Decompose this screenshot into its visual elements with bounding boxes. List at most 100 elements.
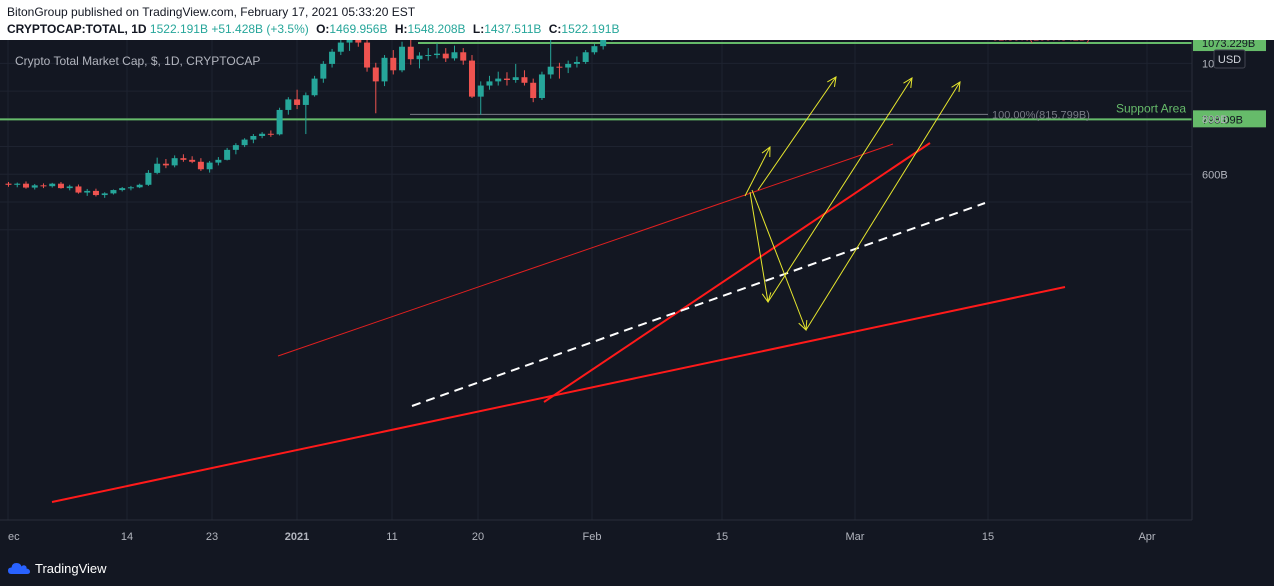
chart-canvas[interactable]: -61.80%(2008.303B)-27.00%(1751.819B)0.00…	[0, 40, 1274, 549]
tradingview-logo-text: TradingView	[35, 560, 107, 576]
candle-body	[136, 184, 143, 188]
candle-body	[311, 78, 318, 96]
open-label: O:	[316, 22, 330, 36]
candle-body	[49, 183, 56, 187]
time-axis-label: Mar	[846, 531, 865, 543]
drawings-front: -61.80%(2008.303B)-27.00%(1751.819B)0.00…	[744, 40, 1266, 332]
time-axis-label: 15	[982, 531, 994, 543]
candle-body	[215, 159, 222, 163]
white-dashed-trendline	[411, 202, 986, 407]
chart-title: Crypto Total Market Cap, $, 1D, CRYPTOCA…	[15, 54, 260, 68]
low-label: L:	[472, 22, 485, 36]
candle-body	[40, 185, 47, 187]
candle-body	[600, 40, 607, 47]
support-area-label: Support Area	[1116, 101, 1186, 115]
candle-body	[14, 183, 21, 185]
candle-body	[22, 183, 29, 188]
candle-body	[337, 42, 344, 52]
candle-body	[171, 158, 178, 166]
candle-body	[154, 163, 161, 173]
candle-body	[399, 46, 406, 71]
time-axis-label: Apr	[1138, 531, 1155, 543]
candle-body	[521, 77, 528, 83]
candle-body	[92, 190, 99, 196]
time-axis-label: 11	[386, 531, 397, 543]
candle-body	[407, 46, 414, 60]
candle-body	[372, 67, 379, 82]
time-axis-label: 23	[206, 531, 218, 543]
candle-body	[329, 51, 336, 64]
candle-body	[145, 172, 152, 185]
symbol-name: CRYPTOCAP:TOTAL, 1D	[7, 22, 147, 36]
price-tag-bg	[1193, 110, 1266, 128]
price-tag-bg	[1193, 40, 1266, 52]
time-axis-label: 15	[716, 531, 728, 543]
candle-body	[206, 162, 213, 170]
price-change: +51.428B (+3.5%)	[211, 22, 309, 36]
candle-body	[75, 186, 82, 193]
candle-body	[31, 185, 38, 188]
upper-channel-line	[277, 143, 894, 357]
candle-body	[538, 74, 545, 99]
candle-body	[66, 186, 73, 189]
candle-body	[503, 78, 510, 80]
tradingview-logo[interactable]: TradingView	[8, 559, 107, 577]
price-tag-label: 1073.229B	[1202, 40, 1255, 50]
yellow-arrow-short-up-head	[761, 145, 771, 158]
candle-body	[364, 42, 371, 68]
candle-body	[294, 99, 301, 105]
yellow-arrow-short-up	[744, 146, 771, 197]
candle-body	[84, 190, 91, 193]
candle-body	[241, 139, 248, 146]
candle-body	[232, 145, 239, 150]
candle-body	[250, 135, 257, 140]
candle-body	[259, 133, 266, 136]
candle-body	[346, 40, 353, 43]
candle-body	[460, 52, 467, 61]
candle-body	[302, 95, 309, 105]
currency-button[interactable]: USD	[1213, 49, 1246, 69]
candle-body	[267, 133, 274, 135]
candle-body	[57, 183, 64, 189]
yellow-arrow-up-2	[805, 81, 961, 331]
candle-body	[512, 77, 519, 80]
fib-level-label: 100.00%(815.799B)	[992, 109, 1090, 121]
low-value: 1437.511B	[484, 22, 542, 36]
candle-body	[434, 53, 441, 56]
fib-level-label: 61.80%(1097.342B)	[992, 40, 1090, 43]
candle-body	[119, 188, 126, 191]
time-axis-label: 14	[121, 531, 133, 543]
symbol-ohlc-line: CRYPTOCAP:TOTAL, 1D 1522.191B +51.428B (…	[7, 22, 619, 36]
candle-body	[565, 63, 572, 68]
currency-button-frame[interactable]	[1213, 49, 1246, 69]
yellow-arrow-up-top-head	[827, 76, 837, 87]
currency-button-label[interactable]: USD	[1218, 54, 1241, 66]
candle-body	[486, 81, 493, 86]
yellow-arrow-down-1	[749, 191, 769, 303]
last-price: 1522.191B	[149, 22, 208, 36]
candle-body	[5, 183, 12, 185]
yellow-arrow-up-2-head	[951, 81, 961, 92]
steep-red-trendline	[543, 142, 931, 403]
candle-body	[197, 161, 204, 170]
candle-body	[451, 52, 458, 59]
candle-body	[530, 82, 537, 99]
close-label: C:	[548, 22, 562, 36]
candle-body	[495, 78, 502, 82]
candle-body	[162, 163, 169, 166]
candle-body	[320, 63, 327, 79]
candle-body	[224, 149, 231, 160]
candle-body	[425, 55, 432, 57]
open-value: 1469.956B	[329, 22, 388, 36]
yellow-arrow-up-1	[767, 77, 913, 303]
candle-body	[477, 85, 484, 97]
footer-bar: TradingView	[0, 549, 1274, 586]
candle-body	[547, 66, 554, 75]
time-axis-label: 20	[472, 531, 484, 543]
candle-body	[101, 193, 108, 196]
tradingview-cloud-icon	[8, 562, 30, 574]
candle-body	[468, 60, 475, 97]
candle-body	[582, 52, 589, 62]
candle-body	[189, 159, 196, 162]
price-tag-label: 798.09B	[1202, 114, 1243, 126]
